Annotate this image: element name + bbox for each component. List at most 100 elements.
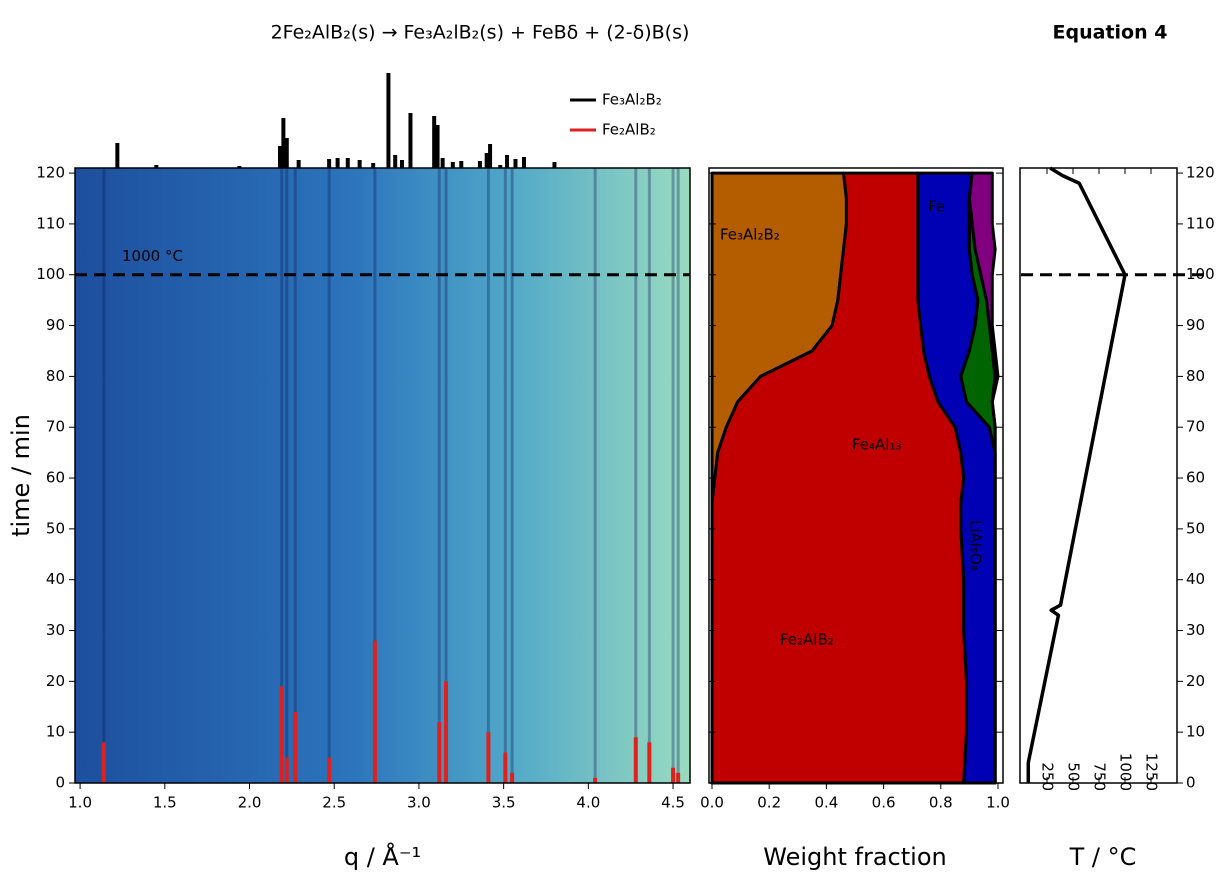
x-tick-label: 1.5	[153, 794, 177, 812]
reference-bar	[327, 159, 332, 168]
reference-bar	[498, 165, 503, 168]
reference-bar	[435, 125, 440, 168]
reference-bar	[444, 681, 449, 783]
y-tick-label: 20	[46, 672, 65, 690]
reference-bar	[503, 752, 508, 783]
diffraction-streak	[102, 168, 106, 783]
reference-bar	[101, 742, 106, 783]
x-tick-label: 3.0	[407, 794, 431, 812]
legend-label: Fe₃Al₂B₂	[602, 91, 662, 109]
diffraction-streak	[280, 168, 284, 783]
plot-frame	[708, 167, 1004, 784]
area-label: Fe	[928, 198, 945, 216]
diffraction-streak	[510, 168, 514, 783]
diffraction-streak	[593, 168, 597, 783]
y-tick-label: 10	[46, 723, 65, 741]
x-tick-label: 250	[1039, 762, 1057, 791]
y-tick-label: 0	[55, 774, 65, 792]
x-tick-label: 500	[1065, 762, 1083, 791]
area	[967, 171, 1000, 785]
reference-bar	[296, 160, 301, 168]
y-tick-label: 90	[1186, 316, 1205, 334]
reference-bar	[345, 158, 350, 168]
y-tick-label: 30	[46, 621, 65, 639]
reference-bar	[293, 711, 298, 783]
reference-bar	[278, 146, 282, 168]
reference-bar	[237, 166, 242, 168]
reference-bar	[408, 113, 413, 168]
diffraction-streak	[285, 168, 289, 783]
line	[1026, 166, 1127, 783]
x-tick-label: 2.5	[322, 794, 346, 812]
reference-bar	[393, 155, 398, 168]
reference-bar	[505, 155, 510, 168]
reference-bar	[484, 153, 489, 168]
reference-bar	[335, 158, 340, 168]
reference-bar	[399, 160, 404, 168]
reference-bar	[450, 162, 455, 168]
y-tick-label: 120	[1186, 164, 1215, 182]
reference-bar	[552, 162, 557, 168]
y-tick-label: 80	[1186, 367, 1205, 385]
heatmap-background	[75, 168, 690, 783]
reference-bar	[486, 732, 491, 783]
y-tick-label: 30	[1186, 621, 1205, 639]
reference-bar	[284, 138, 289, 168]
y-tick-label: 70	[46, 418, 65, 436]
x-tick-label: 750	[1091, 762, 1109, 791]
diffraction-streak	[676, 168, 680, 783]
x-tick-label: 3.5	[492, 794, 516, 812]
y-tick-label: 70	[1186, 418, 1205, 436]
reference-bar	[281, 118, 286, 168]
reference-bar	[437, 722, 442, 783]
x-tick-label: 1.0	[68, 794, 92, 812]
x-axis-label: T / °C	[1069, 843, 1137, 871]
diffraction-streak	[647, 168, 651, 783]
x-tick-label: 0.0	[700, 794, 724, 812]
reference-bar	[440, 158, 445, 168]
x-tick-label: 0.8	[929, 794, 953, 812]
diffraction-streak	[293, 168, 297, 783]
y-tick-label: 60	[1186, 469, 1205, 487]
reference-bar	[488, 144, 493, 168]
y-tick-label: 110	[36, 214, 65, 232]
x-axis-label: Weight fraction	[763, 843, 946, 871]
equation: 2Fe₂AlB₂(s) → Fe₃A₂lB₂(s) + FeBδ + (2-δ)…	[271, 22, 690, 44]
reference-bar	[372, 640, 377, 783]
y-tick-label: 20	[1186, 672, 1205, 690]
y-tick-label: 90	[46, 316, 65, 334]
reference-bar	[676, 772, 681, 783]
area-label: Fe₄Al₁₃	[852, 436, 902, 454]
y-tick-label: 80	[46, 367, 65, 385]
reference-bar	[154, 165, 159, 168]
reference-bar	[284, 757, 289, 783]
reference-bar	[327, 757, 332, 783]
diffraction-streak	[486, 168, 490, 783]
diffraction-streak	[503, 168, 507, 783]
diffraction-streak	[444, 168, 448, 783]
reference-bar	[477, 161, 482, 168]
reference-bar	[513, 159, 518, 168]
x-tick-label: 2.0	[238, 794, 262, 812]
reference-bar	[647, 742, 652, 783]
plot-frame	[74, 167, 691, 784]
x-tick-label: 4.0	[576, 794, 600, 812]
x-tick-label: 1000	[1117, 753, 1135, 791]
reference-bar	[279, 686, 284, 783]
y-tick-label: 100	[36, 265, 65, 283]
x-tick-label: 4.5	[661, 794, 685, 812]
y-tick-label: 120	[36, 164, 65, 182]
reference-bar	[459, 161, 464, 168]
area-label: Fe₃Al₂B₂	[720, 226, 780, 244]
y-tick-label: 10	[1186, 723, 1205, 741]
x-tick-label: 0.6	[872, 794, 896, 812]
y-tick-label: 50	[1186, 519, 1205, 537]
reference-bar	[357, 160, 362, 168]
x-tick-label: 0.2	[757, 794, 781, 812]
diffraction-streak	[634, 168, 638, 783]
diffraction-streak	[671, 168, 675, 783]
reference-bar	[432, 116, 437, 168]
diffraction-streak	[327, 168, 331, 783]
y-tick-label: 40	[1186, 570, 1205, 588]
